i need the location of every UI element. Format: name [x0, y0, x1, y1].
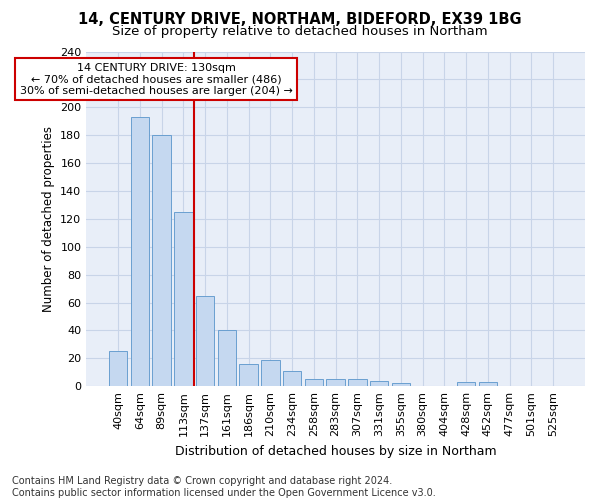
Bar: [239, 364, 258, 386]
Bar: [479, 382, 497, 386]
Bar: [348, 379, 367, 386]
Bar: [109, 352, 127, 386]
Bar: [131, 117, 149, 386]
X-axis label: Distribution of detached houses by size in Northam: Distribution of detached houses by size …: [175, 444, 496, 458]
Bar: [392, 384, 410, 386]
Bar: [218, 330, 236, 386]
Text: 14 CENTURY DRIVE: 130sqm
← 70% of detached houses are smaller (486)
30% of semi-: 14 CENTURY DRIVE: 130sqm ← 70% of detach…: [20, 62, 293, 96]
Text: Contains HM Land Registry data © Crown copyright and database right 2024.
Contai: Contains HM Land Registry data © Crown c…: [12, 476, 436, 498]
Bar: [261, 360, 280, 386]
Bar: [174, 212, 193, 386]
Y-axis label: Number of detached properties: Number of detached properties: [41, 126, 55, 312]
Bar: [152, 135, 171, 386]
Bar: [457, 382, 475, 386]
Bar: [305, 379, 323, 386]
Text: Size of property relative to detached houses in Northam: Size of property relative to detached ho…: [112, 25, 488, 38]
Text: 14, CENTURY DRIVE, NORTHAM, BIDEFORD, EX39 1BG: 14, CENTURY DRIVE, NORTHAM, BIDEFORD, EX…: [78, 12, 522, 28]
Bar: [283, 371, 301, 386]
Bar: [196, 296, 214, 386]
Bar: [326, 379, 345, 386]
Bar: [370, 380, 388, 386]
